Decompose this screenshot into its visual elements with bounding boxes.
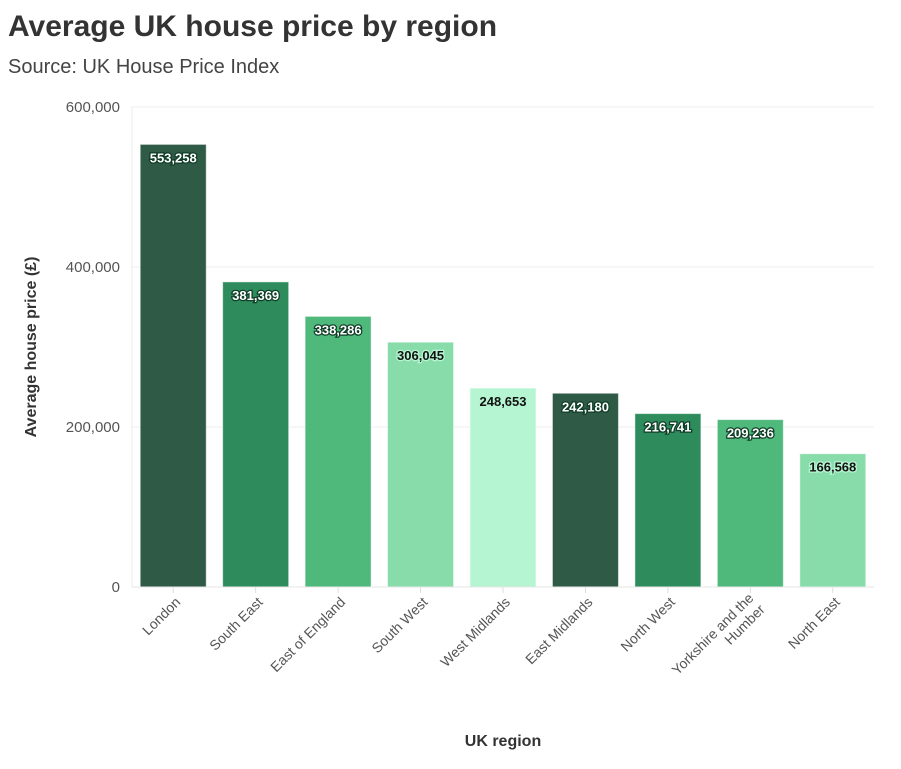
bar[interactable] [222,281,290,588]
data-label: 242,180 [562,399,609,414]
x-tick-label: North West [617,594,678,655]
x-tick-label: South East [206,594,266,654]
data-label: 248,653 [480,394,527,409]
data-label: 338,286 [315,322,362,337]
x-tick-label: Yorkshire and theHumber [668,590,768,690]
x-tick-label: West Midlands [437,594,513,670]
y-tick-label: 600,000 [66,99,120,116]
y-tick-label: 0 [112,579,120,596]
chart-subtitle: Source: UK House Price Index [8,56,280,78]
data-label: 381,369 [232,288,279,303]
data-label: 166,568 [809,460,856,475]
y-tick-label: 200,000 [66,419,120,436]
bar[interactable] [551,392,619,588]
data-label: 553,258 [150,150,197,165]
bar[interactable] [304,315,372,588]
x-tick-label: North East [785,594,843,652]
x-tick-label: South West [368,594,430,656]
data-label: 216,741 [644,420,691,435]
data-label: 306,045 [397,348,444,363]
bar[interactable] [634,413,702,588]
x-tick-label: London [139,594,183,638]
bar[interactable] [387,341,455,588]
x-tick-label: East Midlands [522,594,595,667]
bar[interactable] [716,419,784,588]
x-axis-title: UK region [465,733,541,750]
x-tick-label: East of England [267,594,348,675]
y-tick-label: 400,000 [66,259,120,276]
bar[interactable] [139,143,207,588]
bar[interactable] [469,387,537,588]
data-label: 209,236 [727,426,774,441]
y-axis-title: Average house price (£) [23,257,40,438]
chart-title: Average UK house price by region [8,10,498,43]
